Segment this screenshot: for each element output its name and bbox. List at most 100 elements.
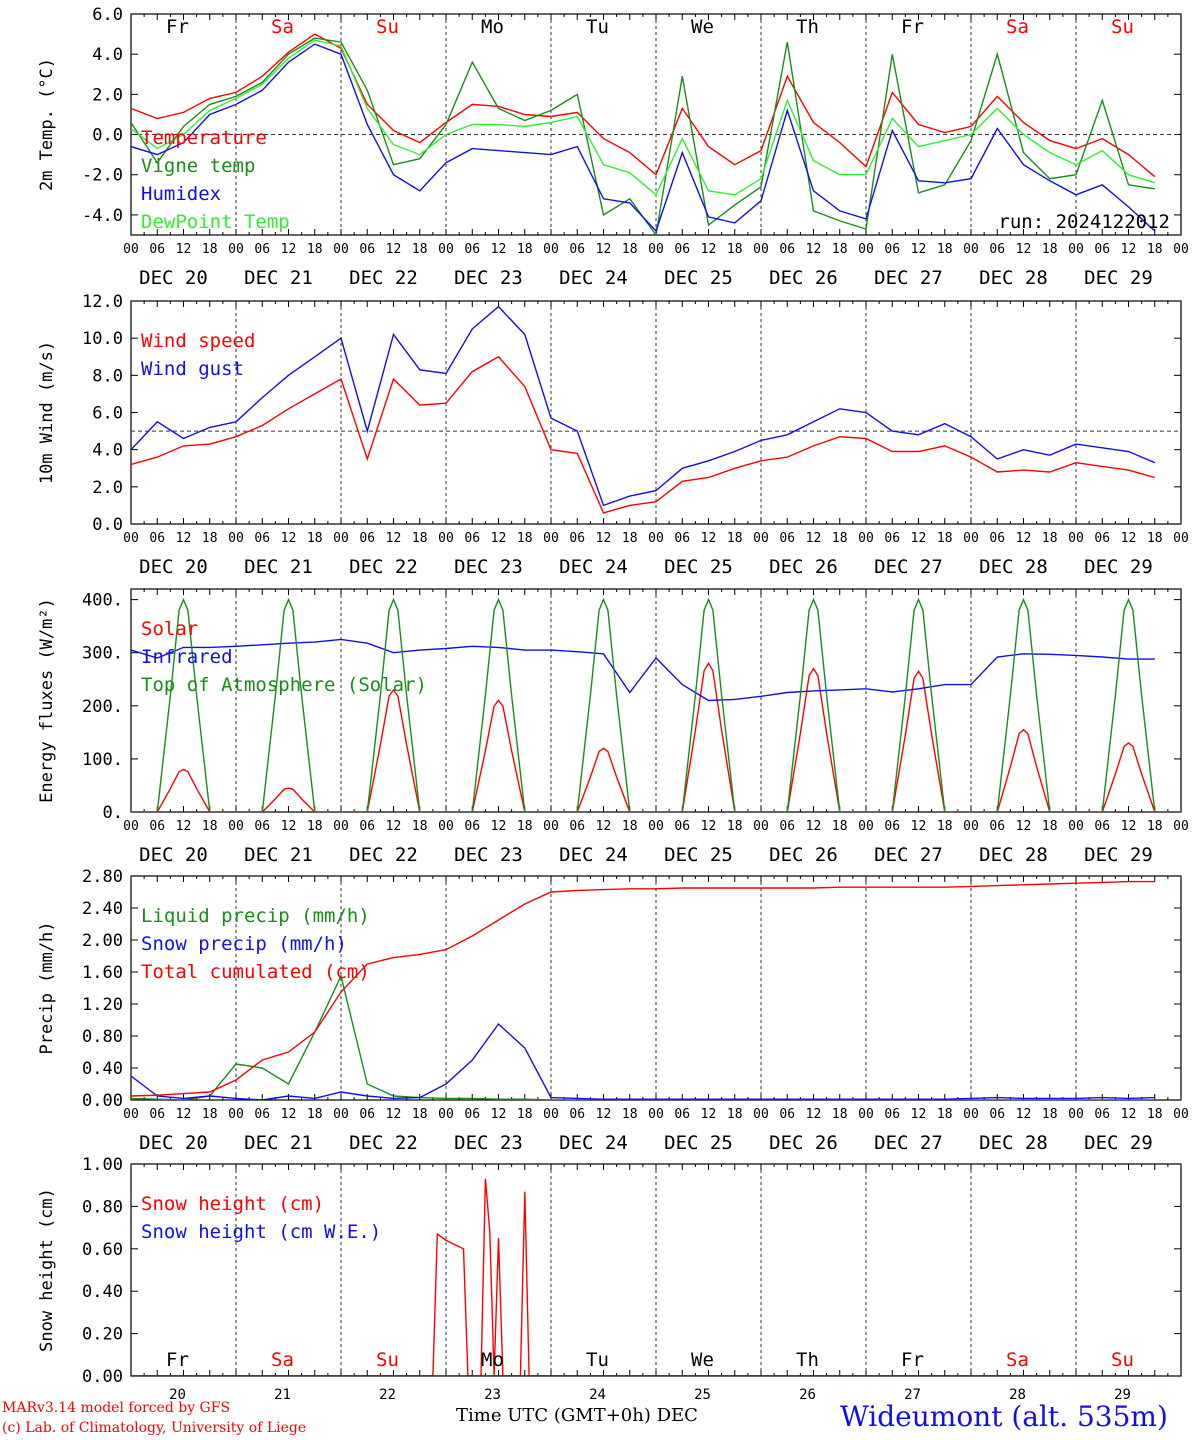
date-label: DEC 20 (139, 844, 208, 866)
date-label: DEC 22 (349, 844, 418, 866)
y-axis-title: 10m Wind (m/s) (37, 341, 57, 484)
y-tick-label: 2.00 (82, 931, 123, 951)
hour-tick-label: 18 (622, 531, 638, 546)
hour-tick-label: 12 (176, 1107, 192, 1122)
panel-4: 2.80 2.40 2.00 1.60 1.20 0.80 0.40 0.00 Precip (… (37, 867, 1189, 1154)
hour-tick-label: 06 (884, 242, 900, 257)
date-label: DEC 22 (349, 556, 418, 578)
hour-tick-label: 00 (858, 242, 874, 257)
hour-tick-label: 00 (648, 242, 664, 257)
hour-tick-label: 00 (228, 242, 244, 257)
hour-tick-label: 12 (281, 242, 297, 257)
hour-tick-label: 12 (1016, 1107, 1032, 1122)
hour-tick-label: 00 (1068, 242, 1084, 257)
legend-entry: Wind speed (141, 330, 255, 352)
hour-tick-label: 12 (491, 531, 507, 546)
date-label: DEC 23 (454, 1132, 523, 1154)
y-tick-label: 0.40 (82, 1059, 123, 1079)
y-tick-label: 1.00 (82, 1155, 123, 1175)
series-line (131, 880, 1155, 1097)
series-line (131, 1022, 1155, 1100)
hour-tick-label: 06 (464, 531, 480, 546)
hour-tick-label: 06 (254, 1107, 270, 1122)
day-abbrev-top: Sa (271, 16, 294, 38)
hour-tick-label: 18 (412, 531, 428, 546)
hour-tick-label: 12 (176, 242, 192, 257)
series-line (131, 638, 1155, 702)
hour-tick-label: 06 (779, 242, 795, 257)
date-label: DEC 27 (874, 1132, 943, 1154)
bottom-day-number: 25 (694, 1387, 711, 1403)
hour-tick-label: 18 (727, 242, 743, 257)
series-line (131, 305, 1156, 507)
y-tick-label: 0.80 (82, 1197, 123, 1217)
hour-tick-label: 06 (989, 819, 1005, 834)
hour-tick-label: 00 (333, 819, 349, 834)
y-tick-label: 10.0 (82, 329, 123, 349)
hour-tick-label: 12 (701, 531, 717, 546)
hour-tick-label: 06 (149, 1107, 165, 1122)
legend-entry: Wind gust (141, 358, 244, 380)
hour-tick-label: 00 (753, 819, 769, 834)
date-label: DEC 26 (769, 1132, 838, 1154)
date-label: DEC 29 (1084, 1132, 1153, 1154)
hour-tick-label: 12 (806, 531, 822, 546)
y-tick-label: 400. (82, 591, 123, 611)
hour-tick-label: 18 (412, 1107, 428, 1122)
hour-tick-label: 12 (1121, 531, 1137, 546)
y-tick-label: 8.0 (92, 366, 123, 386)
hour-tick-label: 18 (202, 242, 218, 257)
hour-tick-label: 12 (491, 1107, 507, 1122)
day-abbrev-top: Fr (901, 16, 924, 38)
hour-tick-label: 00 (1173, 531, 1189, 546)
date-label: DEC 26 (769, 267, 838, 289)
hour-tick-label: 18 (937, 531, 953, 546)
hour-tick-label: 12 (596, 242, 612, 257)
hour-tick-label: 06 (1094, 531, 1110, 546)
run-label: run: 2024122012 (998, 211, 1170, 233)
day-abbrev-bottom: Su (1111, 1349, 1134, 1371)
hour-tick-label: 18 (727, 1107, 743, 1122)
date-label: DEC 28 (979, 267, 1048, 289)
hour-tick-label: 00 (648, 531, 664, 546)
plot-frame (130, 588, 1182, 813)
day-abbrev-top: Sa (1006, 16, 1029, 38)
y-tick-label: -2.0 (82, 166, 123, 186)
bottom-day-number: 21 (274, 1387, 291, 1403)
y-tick-label: 1.60 (82, 963, 123, 983)
legend-entry: Top of Atmosphere (Solar) (141, 674, 427, 696)
hour-tick-label: 18 (412, 242, 428, 257)
hour-tick-label: 06 (779, 1107, 795, 1122)
hour-tick-label: 00 (228, 1107, 244, 1122)
hour-tick-label: 06 (674, 242, 690, 257)
date-label: DEC 28 (979, 556, 1048, 578)
y-tick-label: 4.0 (92, 45, 123, 65)
hour-tick-label: 18 (832, 531, 848, 546)
date-label: DEC 23 (454, 844, 523, 866)
date-label: DEC 28 (979, 844, 1048, 866)
day-abbrev-top: Mo (481, 16, 504, 38)
day-abbrev-top: Su (1111, 16, 1134, 38)
series-line (131, 37, 1155, 235)
hour-tick-label: 12 (911, 819, 927, 834)
y-tick-label: 200. (82, 697, 123, 717)
date-label: DEC 29 (1084, 267, 1153, 289)
hour-tick-label: 00 (438, 819, 454, 834)
y-tick-label: 0.60 (82, 1240, 123, 1260)
date-label: DEC 27 (874, 844, 943, 866)
date-label: DEC 23 (454, 267, 523, 289)
y-tick-label: 2.0 (92, 85, 123, 105)
bottom-day-number: 28 (1009, 1387, 1026, 1403)
hour-tick-label: 00 (543, 531, 559, 546)
hour-tick-label: 00 (333, 1107, 349, 1122)
hour-tick-label: 12 (176, 531, 192, 546)
bottom-day-number: 29 (1114, 1387, 1131, 1403)
hour-tick-label: 00 (1068, 1107, 1084, 1122)
y-tick-label: 300. (82, 644, 123, 664)
hour-tick-label: 18 (832, 819, 848, 834)
legend-entry: Total cumulated (cm) (141, 961, 370, 983)
hour-tick-label: 12 (701, 819, 717, 834)
legend-entry: Humidex (141, 183, 221, 205)
